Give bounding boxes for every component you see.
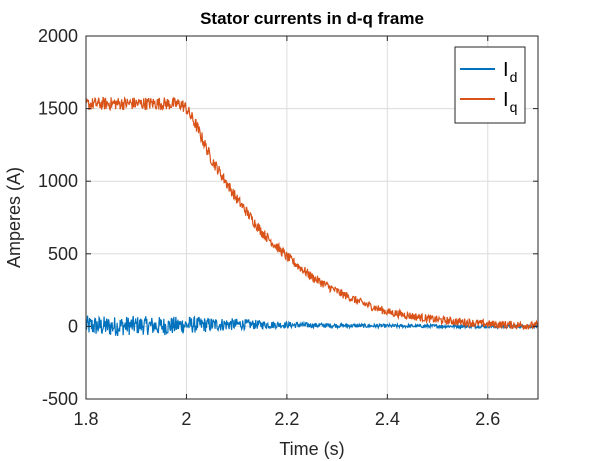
x-tick-label: 1.8 bbox=[73, 409, 98, 429]
y-tick-label: 500 bbox=[48, 244, 78, 264]
y-tick-label: 1500 bbox=[38, 99, 78, 119]
legend-entry: Id bbox=[503, 59, 517, 85]
ticks: 1.8 2 2.2 2.4 2.6 -500 0 500 1000 1500 2000 bbox=[38, 26, 538, 429]
y-tick-label: 0 bbox=[68, 316, 78, 336]
series-line-Iq bbox=[86, 96, 538, 331]
x-axis-label: Time (s) bbox=[279, 439, 344, 459]
y-axis-label: Amperes (A) bbox=[4, 167, 24, 268]
legend-entry: Iq bbox=[503, 89, 517, 115]
series-layer bbox=[86, 96, 538, 337]
x-tick-label: 2 bbox=[181, 409, 191, 429]
y-tick-label: -500 bbox=[42, 389, 78, 409]
x-tick-label: 2.2 bbox=[274, 409, 299, 429]
legend: Id Iq bbox=[454, 46, 526, 124]
chart-title: Stator currents in d-q frame bbox=[200, 9, 424, 28]
series-line-Id bbox=[86, 315, 538, 337]
y-tick-label: 2000 bbox=[38, 26, 78, 46]
x-tick-label: 2.6 bbox=[475, 409, 500, 429]
legend-box bbox=[454, 46, 526, 124]
plot-frame bbox=[85, 35, 539, 400]
y-tick-label: 1000 bbox=[38, 171, 78, 191]
x-tick-label: 2.4 bbox=[375, 409, 400, 429]
